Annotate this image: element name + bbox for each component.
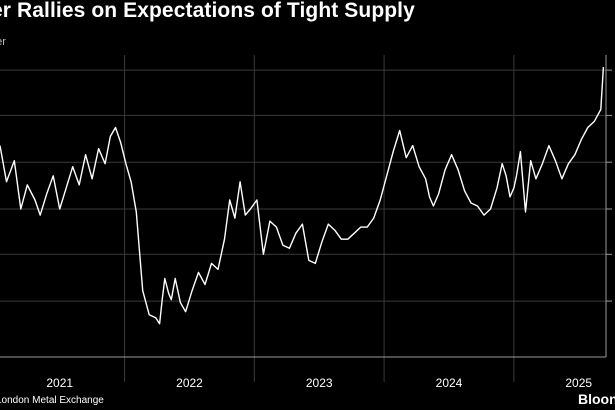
chart-subtitle: per (0, 36, 6, 48)
x-tick-label-2025: 2025 (565, 376, 592, 390)
chart-title: er Rallies on Expectations of Tight Supp… (0, 0, 415, 22)
x-tick-label-2023: 2023 (306, 376, 333, 390)
brand-logo: Bloon (578, 391, 615, 407)
source-note: London Metal Exchange (0, 395, 104, 406)
x-tick-label-2024: 2024 (436, 376, 463, 390)
x-tick-label-2021: 2021 (46, 376, 73, 390)
series-line-copper (0, 67, 605, 325)
x-tick-label-2022: 2022 (176, 376, 203, 390)
